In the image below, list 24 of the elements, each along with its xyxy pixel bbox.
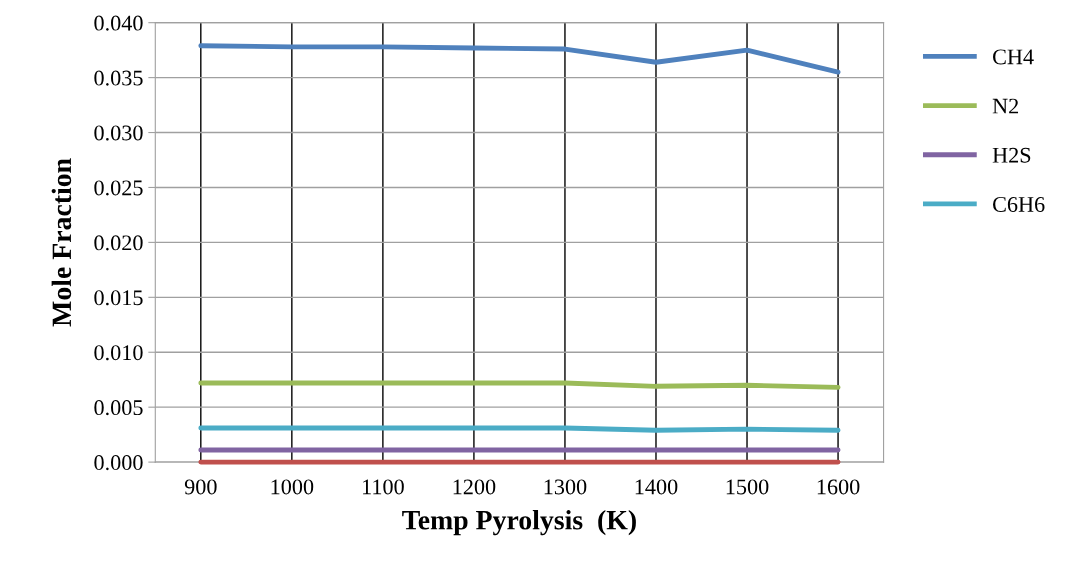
y-tick-label: 0.010 — [94, 345, 143, 361]
y-tick-label: 0.035 — [94, 70, 143, 86]
x-tick-label: 1300 — [544, 479, 587, 495]
x-tick-label: 900 — [184, 479, 217, 495]
x-tick-label: 1100 — [363, 479, 404, 495]
x-tick-label: 1500 — [726, 479, 769, 495]
legend-label: CH4 — [993, 49, 1034, 65]
y-axis-title: Mole Fraction — [51, 158, 72, 327]
x-axis-title: Temp Pyrolysis (K) — [402, 510, 636, 536]
x-tick-label: 1400 — [635, 479, 678, 495]
x-tick-label: 1200 — [453, 479, 496, 495]
y-tick-label: 0.020 — [94, 235, 143, 251]
y-tick-label: 0.005 — [94, 400, 143, 416]
x-tick-label: 1600 — [817, 479, 860, 495]
legend-label: H2S — [992, 147, 1031, 163]
line-series — [198, 43, 841, 75]
y-tick-label: 0.015 — [94, 290, 143, 306]
legend-label: N2 — [992, 98, 1019, 114]
y-tick-label: 0.000 — [94, 455, 143, 471]
y-tick-label: 0.040 — [94, 15, 143, 31]
x-tick-label: 1000 — [271, 479, 314, 495]
y-tick-label: 0.030 — [94, 125, 143, 141]
legend-label: C6H6 — [993, 197, 1045, 212]
y-tick-label: 0.025 — [94, 180, 143, 196]
